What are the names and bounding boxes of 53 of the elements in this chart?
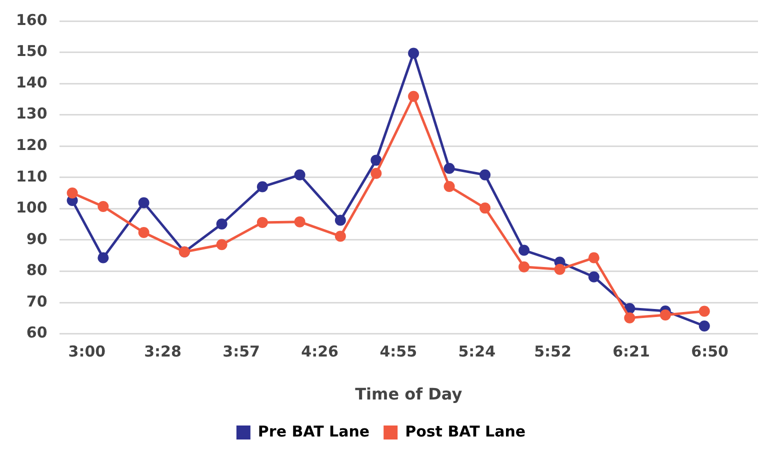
x-tick-label: 3:00 [68,342,106,361]
y-tick-label: 160 [16,10,48,29]
point [408,90,420,102]
y-tick-label: 130 [16,104,48,123]
point [216,239,228,250]
point [334,214,346,226]
y-tick-label: 150 [16,42,48,60]
x-tick-label: 6:21 [612,342,650,361]
x-tick-label: 6:50 [691,342,728,361]
point [698,320,710,332]
point [588,252,600,264]
legend-label: Pre BAT Lane [258,422,370,440]
y-tick-label: 100 [16,198,48,217]
point [408,48,420,59]
point [294,216,306,228]
y-tick-label: 110 [16,167,48,186]
point [624,312,636,324]
x-axis-title: Time of Day [355,384,463,404]
point [518,244,530,256]
x-tick-label: 4:55 [380,342,418,361]
point [444,162,455,174]
point [216,218,228,230]
point [138,197,150,208]
x-tick-label: 4:26 [301,342,338,361]
point [370,168,382,179]
x-tick-label: 3:28 [144,342,182,361]
y-tick-label: 80 [26,261,48,280]
legend-label: Post BAT Lane [405,422,526,440]
point [554,264,566,275]
point [294,169,306,180]
point [256,181,268,192]
point [66,188,78,199]
point [334,230,346,242]
point [444,180,455,192]
y-tick-label: 70 [26,292,48,310]
y-tick-label: 90 [26,230,48,248]
point [588,271,600,282]
point [698,306,710,317]
point [98,200,109,212]
point [518,261,530,272]
point [480,202,491,214]
y-tick-label: 60 [26,324,48,342]
point [480,169,491,180]
y-tick-label: 120 [16,136,48,154]
y-tick-label: 140 [16,73,48,92]
x-tick-label: 5:24 [458,342,496,361]
point [138,226,150,238]
point [256,216,268,228]
point [370,154,382,166]
x-tick-label: 3:57 [222,342,260,361]
point [98,252,109,264]
x-tick-label: 5:52 [534,342,572,361]
point [660,310,671,321]
